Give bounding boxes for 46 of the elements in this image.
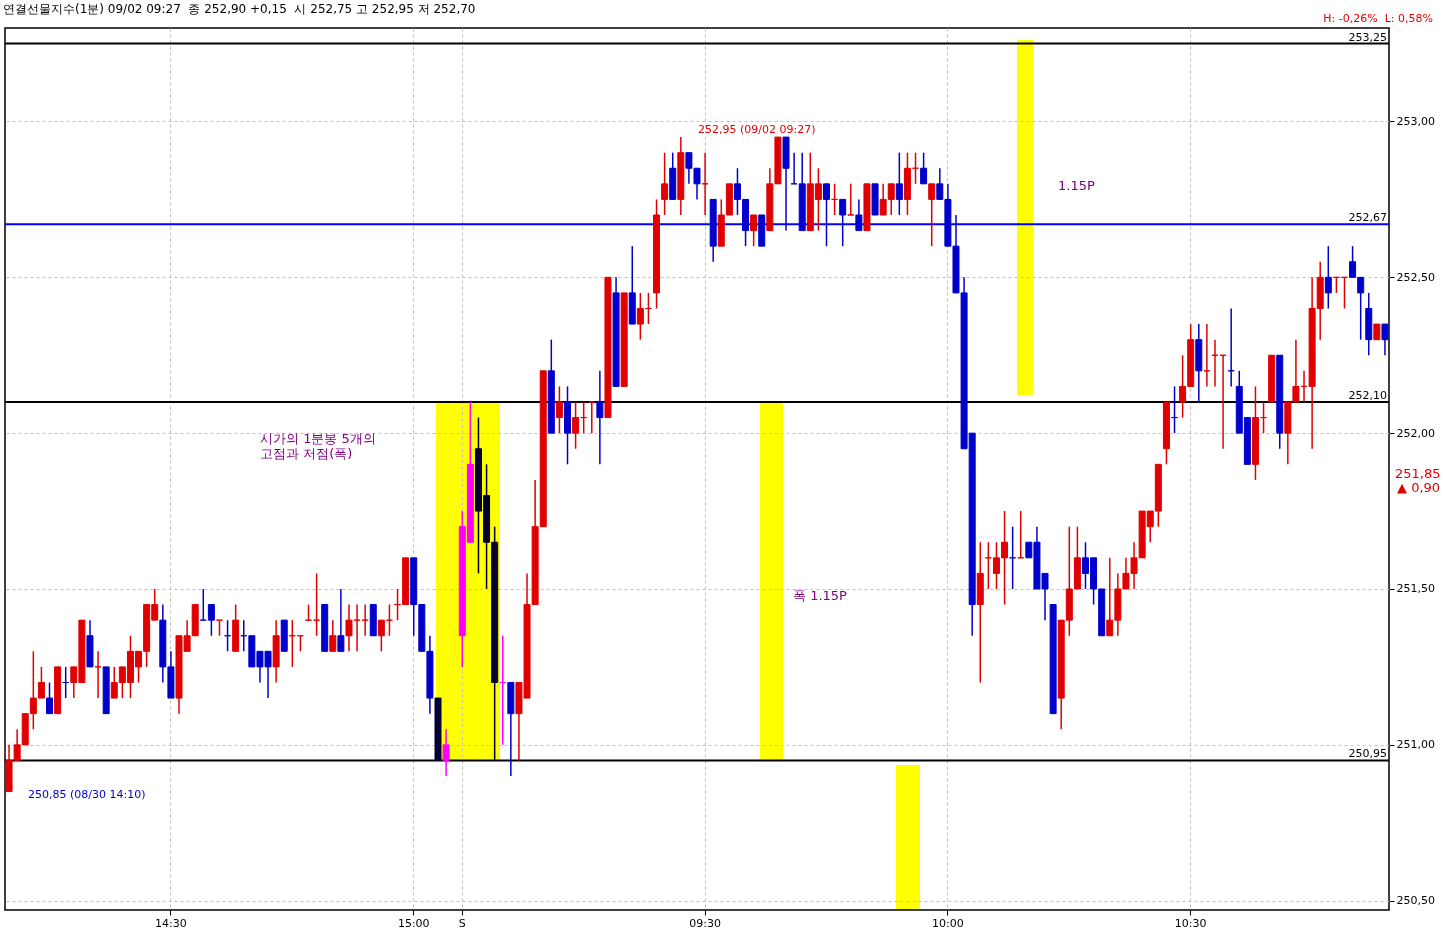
- candlestick: [588, 401, 596, 434]
- candlestick: [207, 603, 215, 637]
- candlestick: [572, 401, 580, 450]
- annotation: 시가의 1분봉 5개의 고점과 저점(폭): [260, 431, 376, 461]
- chart-title: 연결선물지수(1분) 09/02 09:27 종 252,90 +0,15 시 252,75 고 252,95 저 252,70: [3, 1, 476, 18]
- candlestick: [46, 681, 54, 715]
- x-tick-label: 14:30: [155, 916, 187, 930]
- candlestick: [329, 619, 337, 653]
- x-tick-label: 09:30: [689, 916, 721, 930]
- y-tick-label: 251,50: [1396, 582, 1435, 596]
- y-tick-label: 252,50: [1396, 270, 1435, 284]
- annotation: 252,95 (09/02 09:27): [698, 123, 816, 136]
- candlestick: [847, 183, 855, 216]
- candlestick: [823, 183, 830, 247]
- text: ▲ 0,90: [1397, 480, 1441, 495]
- candlestick: [855, 198, 863, 232]
- candlestick: [555, 385, 563, 434]
- y-tick-label: 250,50: [1396, 894, 1435, 908]
- chart-subtitle: H: -0,26% L: 0,58%: [1323, 12, 1433, 25]
- candlestick: [839, 198, 847, 247]
- y-tick-label: 251,00: [1396, 738, 1435, 752]
- annotation: 250,85 (08/30 14:10): [28, 788, 146, 801]
- candlestick: [661, 151, 669, 216]
- x-tick-label: 10:00: [932, 916, 964, 930]
- candlestick: [442, 728, 450, 777]
- candlestick: [1381, 323, 1389, 356]
- candlestick: [750, 214, 758, 247]
- annotation: 1.15P: [1058, 178, 1095, 193]
- candlestick: [337, 588, 345, 653]
- annotation: 폭 1.15P: [793, 588, 848, 603]
- x-tick-label: 15:00: [397, 916, 430, 930]
- candlestick: [596, 370, 604, 466]
- ref-line-label: 253,25: [1348, 30, 1387, 44]
- ref-line-label: 252,10: [1348, 388, 1387, 402]
- y-tick-label: 252,00: [1396, 426, 1435, 440]
- ref-line-label: 250,95: [1348, 747, 1387, 761]
- x-tick-label: 10:30: [1174, 916, 1207, 930]
- x-tick-label: S: [458, 916, 466, 930]
- candlestick: [928, 183, 936, 247]
- candlestick: [895, 151, 903, 216]
- candlestick: [920, 151, 928, 185]
- candlestick: [94, 650, 102, 699]
- y-tick-label: 253,00: [1396, 115, 1435, 128]
- ref-line-label: 252,67: [1348, 211, 1387, 225]
- candlestick: [1324, 245, 1332, 310]
- text: 251,85: [1395, 466, 1441, 481]
